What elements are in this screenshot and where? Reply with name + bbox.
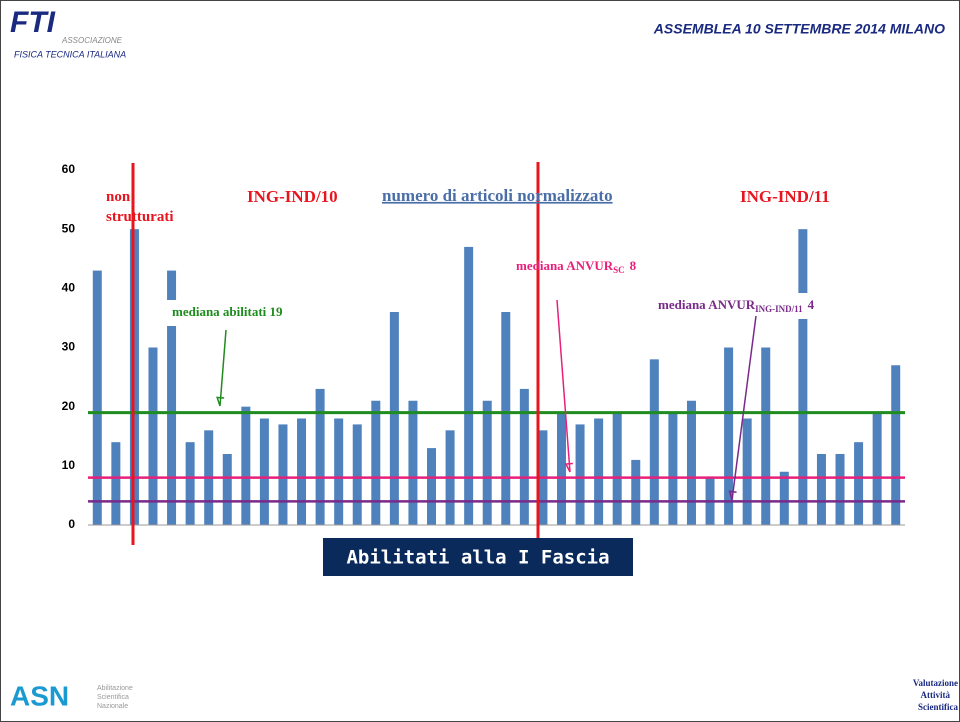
plot: 0 10 20 30 40 50 60 ING-IND/10 ING-IND/11 numero … (62, 162, 905, 576)
bar (222, 454, 232, 525)
annotation-part: strutturati (106, 209, 174, 225)
arrow (731, 315, 757, 501)
bar (816, 454, 826, 525)
y-tick-label: 40 (62, 281, 76, 295)
logo-text: FISICA TECNICA ITALIANA (14, 49, 126, 59)
annotation-part: mediana ANVUR (516, 258, 614, 273)
bar (854, 442, 864, 525)
bar (872, 412, 882, 525)
logo-text: Scientifica (97, 694, 129, 701)
bar (519, 388, 529, 525)
logo-mark: FTI (10, 6, 56, 39)
bar (556, 412, 566, 525)
annotation-sub: SC (613, 265, 625, 275)
y-tick-label: 0 (68, 517, 75, 531)
bar (761, 347, 771, 525)
bar (408, 400, 418, 525)
annotation: non strutturati (106, 189, 174, 225)
annotation-sub: ING-IND/11 (755, 304, 803, 314)
y-tick-label: 10 (62, 458, 76, 472)
annotation-part: non (106, 189, 131, 205)
bar (631, 459, 641, 525)
bar (389, 312, 399, 525)
bar (111, 442, 121, 525)
bar (482, 400, 492, 525)
bar (259, 418, 269, 525)
button (323, 538, 633, 576)
y-tick-label: 60 (62, 162, 76, 176)
header-title: ASSEMBLEA 10 SETTEMBRE 2014 MILANO (653, 21, 945, 37)
annotation: mediana abilitati 19 (172, 304, 283, 319)
arrow-head (564, 462, 573, 473)
y-tick-label: 50 (62, 221, 76, 235)
bar (742, 418, 752, 525)
bar (649, 359, 659, 525)
y-tick-label: 20 (62, 399, 76, 413)
bar (891, 365, 901, 525)
bar (92, 270, 102, 525)
annotation-part: 4 (808, 297, 815, 312)
label-bg (160, 300, 345, 326)
annotation-part: mediana ANVUR (658, 297, 756, 312)
arrow (556, 299, 571, 473)
bar (464, 246, 474, 525)
logo-text: Attività (921, 690, 951, 700)
annotation: numero di articoli normalizzato (382, 186, 613, 205)
bar (297, 418, 307, 525)
annotation: mediana ANVURSC 8 (516, 258, 637, 275)
bar (148, 347, 158, 525)
bar (779, 471, 789, 525)
bar (334, 418, 344, 525)
logo-mark: ASN (10, 680, 69, 711)
bar (501, 312, 511, 525)
button-label: Abilitati alla I Fascia (346, 547, 609, 569)
bar (371, 400, 381, 525)
arrow-head (728, 490, 737, 501)
logo-text: ASSOCIAZIONE (61, 36, 123, 45)
bar (185, 442, 195, 525)
bar (612, 412, 622, 525)
bar (167, 270, 177, 525)
arrow-head (216, 396, 225, 407)
y-tick-label: 30 (62, 340, 76, 354)
logo-text: Nazionale (97, 703, 128, 710)
bar (594, 418, 604, 525)
annotation: mediana ANVURING-IND/11 4 (658, 297, 815, 314)
bar (241, 406, 251, 525)
bar (575, 424, 585, 525)
bar (278, 424, 288, 525)
logo-text: Scientifica (918, 702, 958, 712)
bar (686, 400, 696, 525)
bar (835, 454, 845, 525)
bar (315, 388, 325, 525)
bar (724, 347, 734, 525)
label-bg (650, 293, 875, 319)
annotation-part: 8 (630, 258, 637, 273)
bar (427, 448, 437, 525)
annotation: ING-IND/11 (740, 187, 830, 206)
bar (352, 424, 362, 525)
logo-text: Valutazione (913, 678, 958, 688)
bar (668, 412, 678, 525)
arrow (219, 329, 227, 407)
bar (798, 229, 808, 525)
logo-text: Abilitazione (97, 685, 133, 692)
annotation: ING-IND/10 (247, 187, 338, 206)
